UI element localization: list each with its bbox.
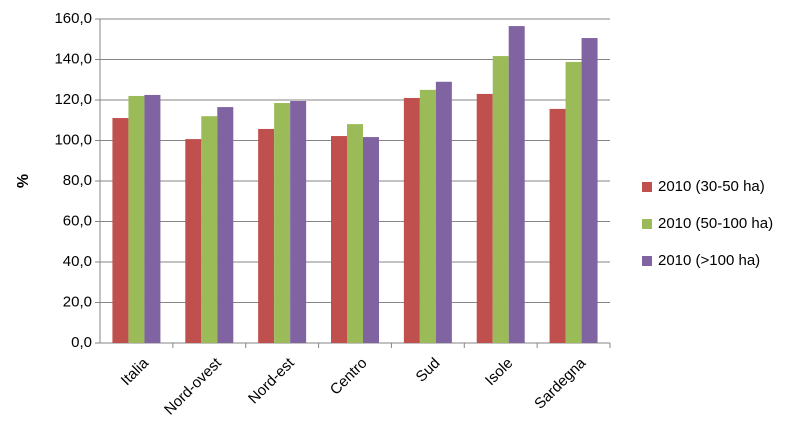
x-tick-label: Isole: [482, 355, 516, 389]
bar: [331, 136, 347, 343]
legend-swatch: [642, 256, 652, 266]
legend-label: 2010 (50-100 ha): [658, 215, 773, 232]
bar: [476, 93, 493, 343]
legend-swatch: [642, 219, 652, 229]
x-tick-label: Nord-est: [245, 354, 298, 407]
bar: [549, 108, 566, 343]
y-tick-label: 40,0: [63, 253, 92, 270]
bar: [201, 116, 218, 343]
y-tick-label: 20,0: [63, 293, 92, 310]
bar: [508, 26, 525, 344]
bar: [144, 94, 161, 343]
bar: [274, 103, 291, 343]
bar: [419, 89, 436, 343]
bar: [363, 137, 379, 343]
y-tick-label: 0,0: [71, 334, 92, 351]
bar: [258, 128, 275, 343]
bar: [217, 107, 234, 344]
y-axis-label: %: [15, 174, 32, 188]
bar: [403, 97, 420, 343]
legend-swatch: [642, 182, 652, 192]
bar: [347, 124, 363, 343]
legend-label: 2010 (>100 ha): [658, 252, 760, 269]
bar: [492, 56, 509, 344]
y-tick-label: 60,0: [63, 212, 92, 229]
bar: [185, 139, 202, 343]
bar: [581, 38, 598, 343]
y-tick-label: 100,0: [54, 131, 92, 148]
x-tick-label: Nord-ovest: [161, 354, 225, 418]
bar: [112, 118, 129, 344]
bar: [435, 81, 452, 344]
y-tick-label: 120,0: [54, 91, 92, 108]
bar: [290, 101, 307, 343]
x-tick-label: Italia: [118, 354, 153, 389]
bar: [128, 95, 145, 343]
x-tick-label: Sud: [413, 355, 444, 386]
y-tick-label: 160,0: [54, 10, 92, 27]
x-tick-label: Sardegna: [531, 354, 589, 412]
y-tick-label: 80,0: [63, 172, 92, 189]
x-tick-label: Centro: [327, 355, 371, 399]
bar: [565, 61, 582, 344]
y-tick-label: 140,0: [54, 50, 92, 67]
legend-label: 2010 (30-50 ha): [658, 178, 765, 195]
